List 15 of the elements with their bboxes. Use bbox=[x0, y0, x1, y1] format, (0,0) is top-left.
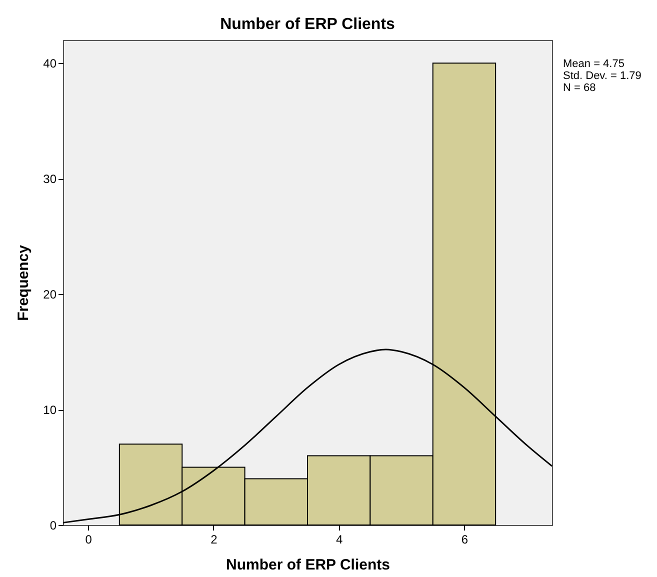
y-tick-label: 30 bbox=[43, 172, 57, 186]
y-tick-label: 0 bbox=[50, 518, 57, 532]
text: Mean = 4.75 bbox=[563, 58, 626, 70]
text: Std. Dev. = 1.79 bbox=[563, 70, 642, 82]
x-tick-label: 2 bbox=[210, 532, 218, 546]
y-tick-label: 10 bbox=[43, 403, 57, 418]
y-tick-label: 40 bbox=[43, 56, 57, 71]
x-axis-title: Number of ERP Clients bbox=[226, 556, 390, 574]
x-tick-label: 0 bbox=[85, 532, 92, 546]
y-tick-label: 20 bbox=[43, 288, 57, 302]
x-tick-label: 4 bbox=[336, 532, 343, 546]
x-tick-label: 6 bbox=[461, 532, 468, 546]
y-axis-title: Frequency bbox=[15, 244, 32, 321]
chart-title: Number of ERP Clients bbox=[220, 16, 396, 33]
text: N = 68 bbox=[563, 82, 597, 94]
